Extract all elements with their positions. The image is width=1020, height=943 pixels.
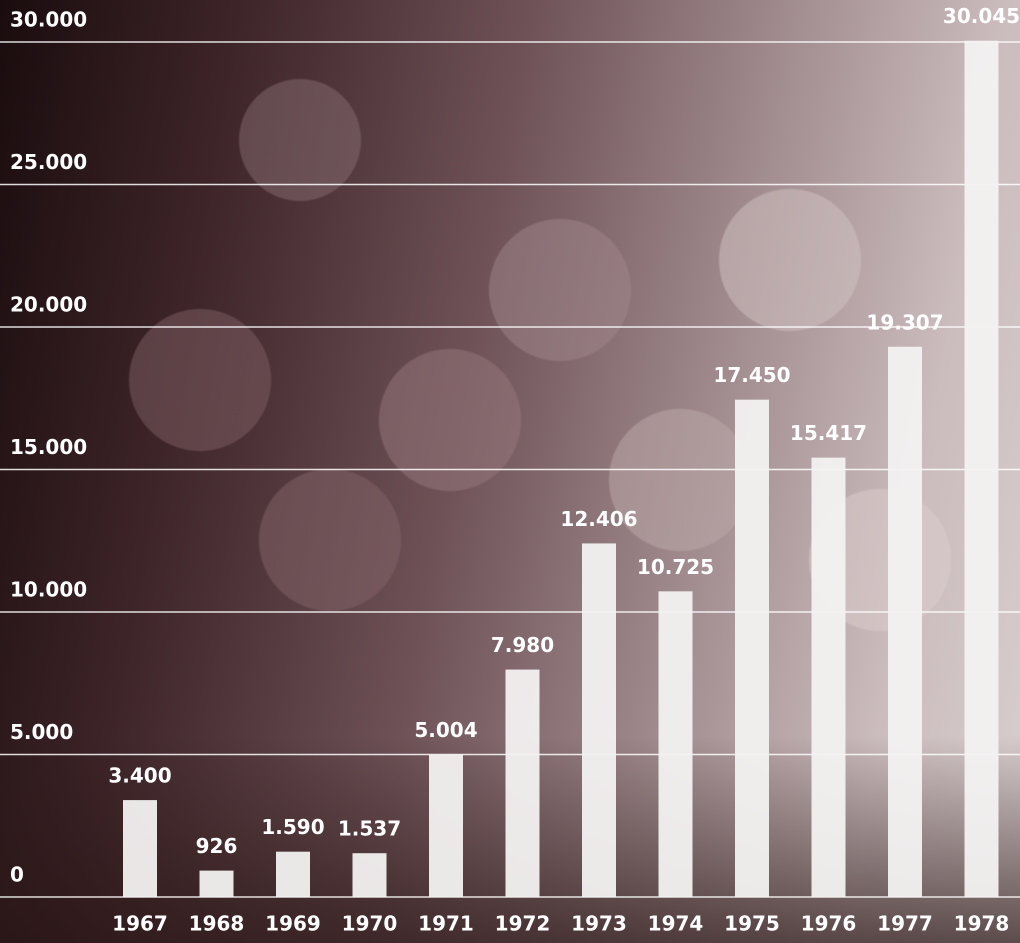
x-tick-label: 1971 — [418, 912, 474, 936]
value-label: 15.417 — [790, 421, 867, 445]
x-tick-label: 1976 — [801, 912, 857, 936]
x-tick-label: 1972 — [495, 912, 551, 936]
value-label: 5.004 — [414, 718, 477, 742]
value-label: 30.045 — [943, 4, 1020, 28]
x-tick-label: 1969 — [265, 912, 321, 936]
bar — [505, 669, 540, 897]
bar — [735, 399, 769, 897]
y-tick-label: 25.000 — [10, 150, 87, 174]
value-label: 1.590 — [261, 815, 324, 839]
y-tick-label: 15.000 — [10, 435, 87, 459]
x-tick-label: 1970 — [342, 912, 398, 936]
x-tick-label: 1978 — [954, 912, 1010, 936]
value-label: 7.980 — [491, 633, 554, 657]
value-label: 17.450 — [713, 363, 790, 387]
y-tick-label: 10.000 — [10, 578, 87, 602]
y-tick-label: 0 — [10, 863, 24, 887]
x-tick-label: 1975 — [724, 912, 780, 936]
y-tick-label: 30.000 — [10, 8, 87, 32]
value-label: 19.307 — [866, 310, 943, 334]
bar — [123, 800, 157, 897]
bar — [199, 870, 234, 897]
bar — [429, 754, 463, 897]
bar — [964, 40, 999, 897]
y-tick-label: 20.000 — [10, 293, 87, 317]
y-tick-label: 5.000 — [10, 720, 73, 744]
value-label: 3.400 — [108, 764, 171, 788]
x-tick-label: 1967 — [112, 912, 168, 936]
value-label: 10.725 — [637, 555, 714, 579]
bar — [582, 543, 616, 897]
x-tick-label: 1977 — [877, 912, 933, 936]
x-tick-label: 1974 — [648, 912, 704, 936]
bar — [276, 851, 310, 897]
bar — [888, 346, 922, 897]
bar — [811, 457, 846, 897]
bar — [352, 853, 387, 897]
value-label: 1.537 — [338, 817, 401, 841]
value-label: 926 — [196, 834, 238, 858]
value-label: 12.406 — [560, 507, 637, 531]
x-tick-label: 1968 — [189, 912, 245, 936]
x-tick-label: 1973 — [571, 912, 627, 936]
bar — [658, 591, 693, 897]
